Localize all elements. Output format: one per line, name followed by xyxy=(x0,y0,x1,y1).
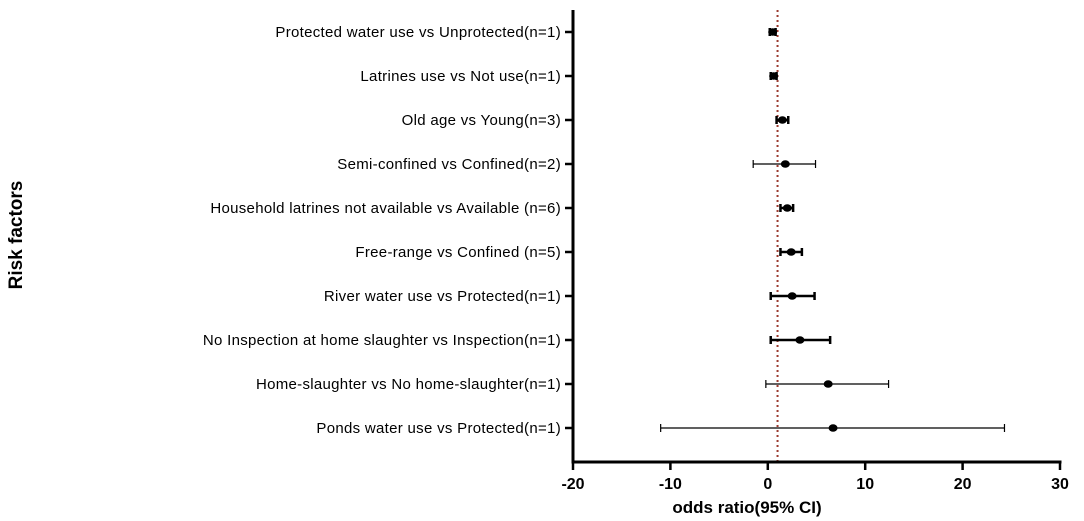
point-estimate xyxy=(782,204,792,212)
point-estimate xyxy=(768,28,778,36)
point-estimate xyxy=(786,248,796,256)
category-label: Semi-confined vs Confined(n=2) xyxy=(337,156,561,173)
category-label: Latrines use vs Not use(n=1) xyxy=(360,68,561,85)
x-tick-label: -20 xyxy=(561,476,584,493)
point-estimate xyxy=(828,424,838,432)
category-label-layer: Protected water use vs Unprotected(n=1) L… xyxy=(203,24,561,437)
point-estimate xyxy=(780,160,790,168)
axis-layer: -20 -10 0 10 20 30 xyxy=(561,10,1069,493)
x-tick-label: 30 xyxy=(1051,476,1069,493)
x-axis-title: odds ratio(95% CI) xyxy=(672,498,821,517)
category-label: Free-range vs Confined (n=5) xyxy=(355,244,561,261)
category-label: River water use vs Protected(n=1) xyxy=(324,288,561,305)
x-tick-label: 0 xyxy=(763,476,772,493)
point-estimate xyxy=(777,116,787,124)
x-tick-label: 10 xyxy=(856,476,874,493)
point-estimate xyxy=(769,72,779,80)
category-label: Old age vs Young(n=3) xyxy=(402,112,561,129)
category-label: Home-slaughter vs No home-slaughter(n=1) xyxy=(256,376,561,393)
x-tick-label: 20 xyxy=(954,476,972,493)
y-axis-title: Risk factors xyxy=(6,181,27,290)
point-estimate xyxy=(787,292,797,300)
category-label: Ponds water use vs Protected(n=1) xyxy=(316,420,561,437)
category-label: No Inspection at home slaughter vs Inspe… xyxy=(203,332,561,349)
x-tick-label: -10 xyxy=(659,476,682,493)
point-estimate xyxy=(795,336,805,344)
confidence-interval-layer xyxy=(660,28,1006,432)
category-label: Protected water use vs Unprotected(n=1) xyxy=(275,24,561,41)
point-estimate xyxy=(823,380,833,388)
category-label: Household latrines not available vs Avai… xyxy=(210,200,561,217)
